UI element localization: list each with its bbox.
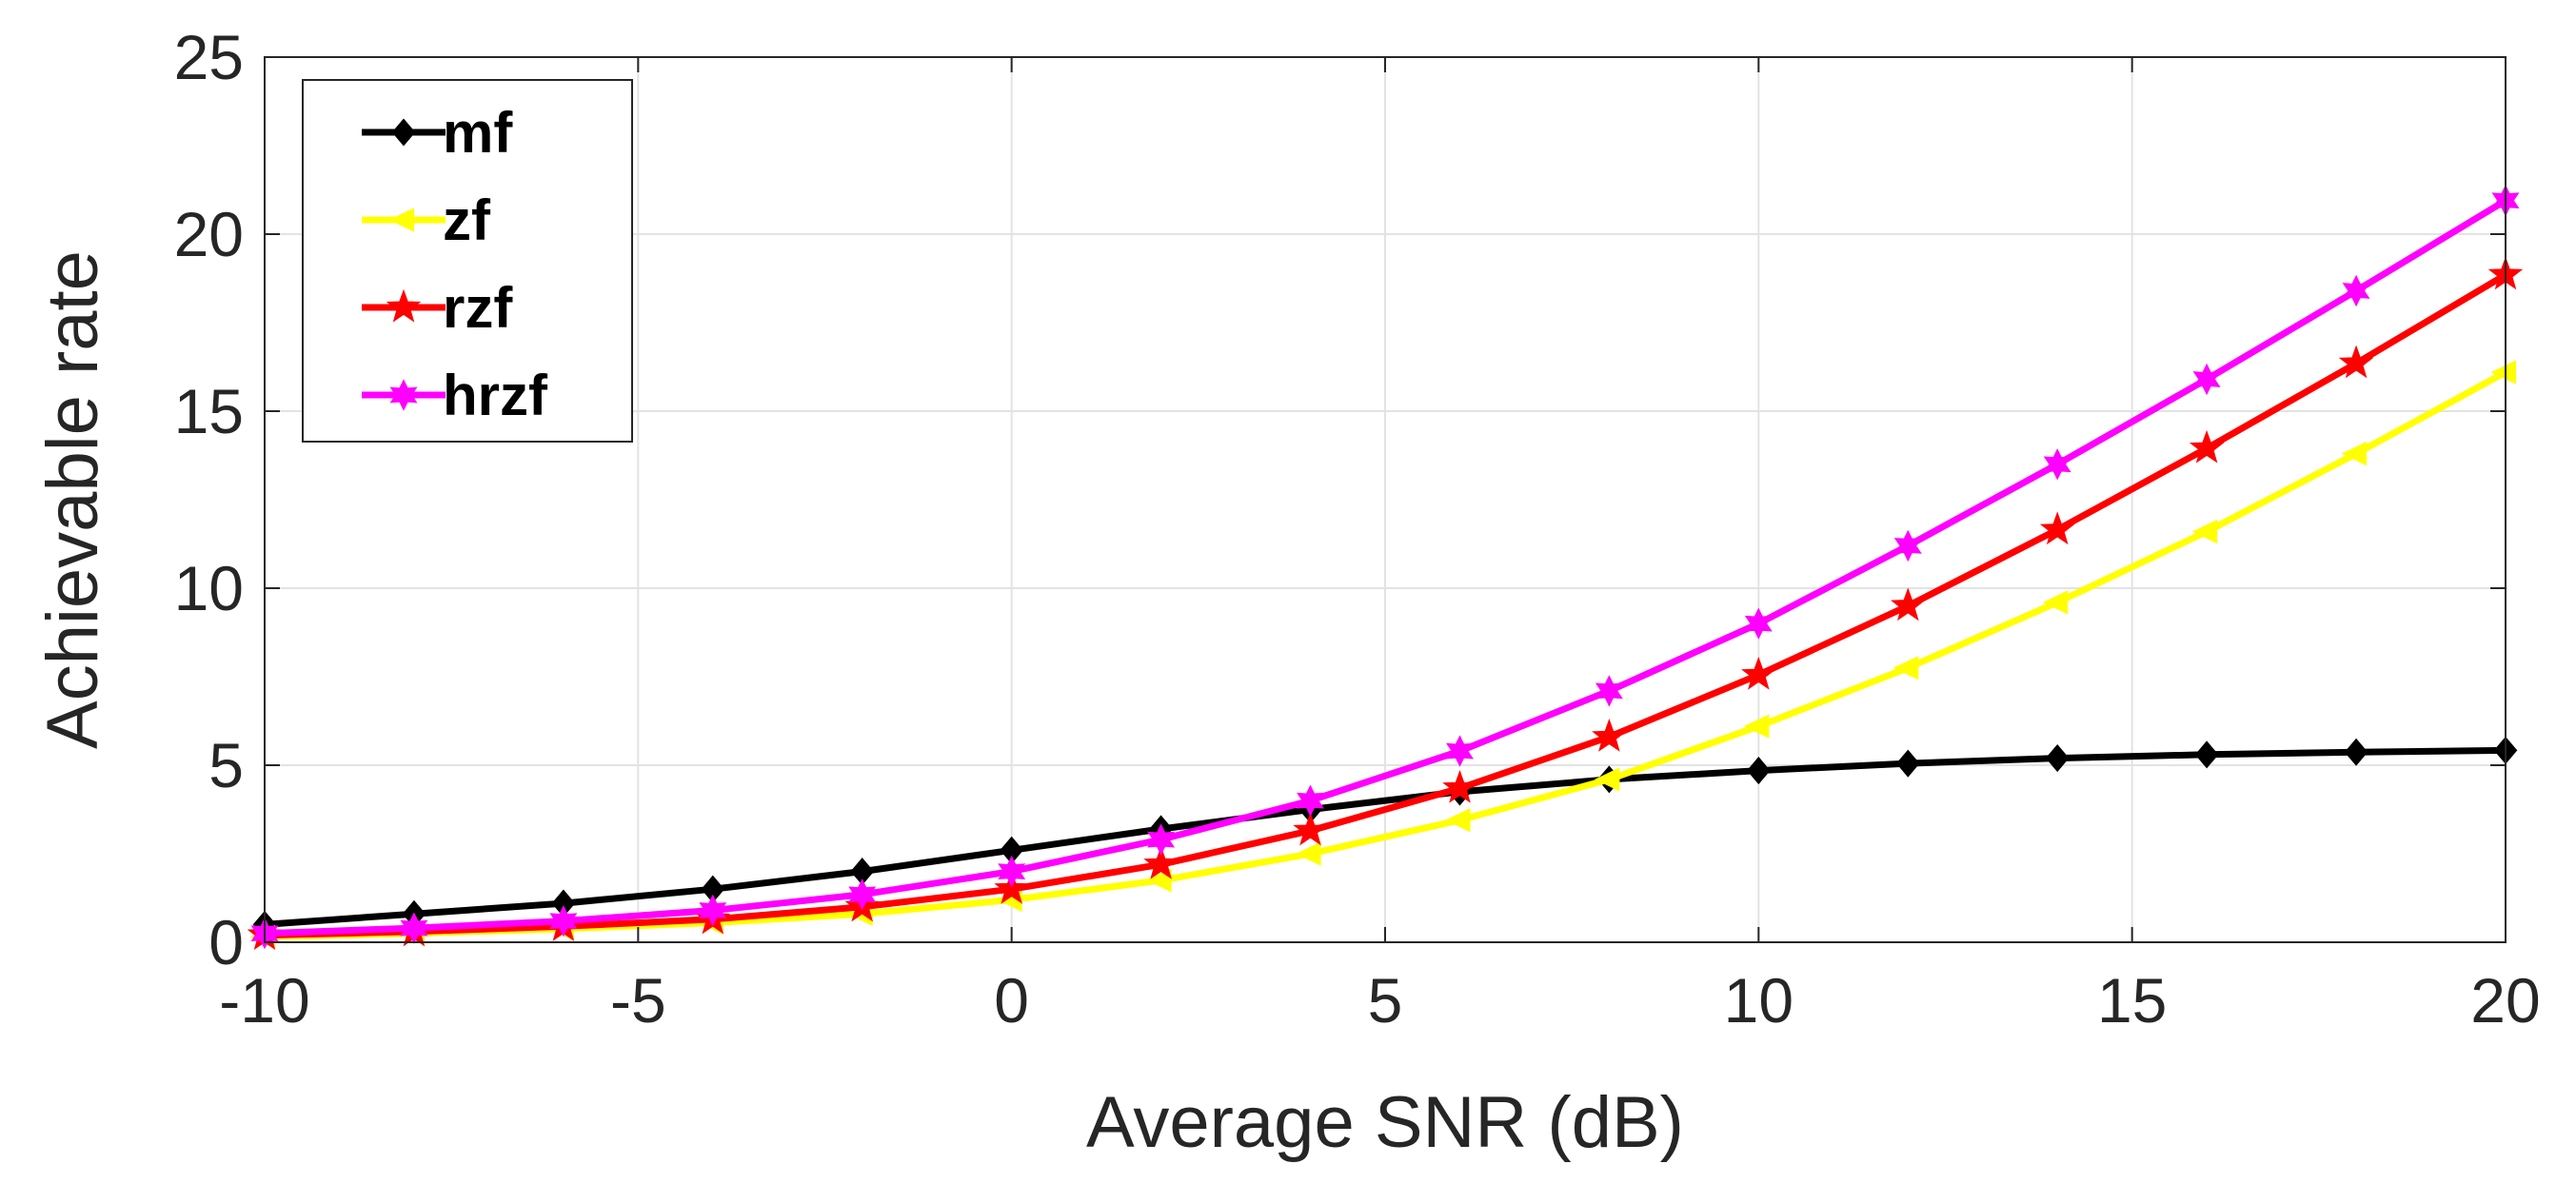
data-point-hrzf xyxy=(2342,274,2370,307)
data-point-hrzf xyxy=(1297,784,1324,817)
data-point-hrzf xyxy=(1893,529,1922,562)
y-tick-label: 10 xyxy=(174,553,244,623)
data-point-rzf xyxy=(1442,770,1477,803)
y-tick-label: 15 xyxy=(174,376,244,446)
data-point-hrzf xyxy=(2043,448,2071,481)
data-point-zf xyxy=(2341,442,2368,466)
series-hrzf xyxy=(250,185,2520,950)
data-point-mf xyxy=(2344,738,2368,766)
data-point-zf xyxy=(1445,808,1471,833)
data-point-hrzf xyxy=(549,905,578,937)
x-tick-label: 15 xyxy=(2097,965,2167,1036)
data-point-rzf xyxy=(1592,718,1627,752)
data-point-hrzf xyxy=(699,894,727,927)
plot-series xyxy=(247,185,2524,951)
data-point-rzf xyxy=(994,871,1029,904)
y-tick-label: 20 xyxy=(174,199,244,269)
legend-item-mf: mf xyxy=(362,101,513,165)
data-point-rzf xyxy=(2189,429,2225,464)
data-point-hrzf xyxy=(1147,823,1176,856)
data-point-zf xyxy=(1146,868,1172,893)
legend-box xyxy=(302,79,633,443)
data-point-hrzf xyxy=(1446,735,1474,767)
data-point-rzf xyxy=(2338,345,2374,379)
data-point-zf xyxy=(1892,656,1919,681)
x-tick-label: -10 xyxy=(219,965,309,1036)
series-line-mf xyxy=(261,746,2509,928)
x-tick-label: -5 xyxy=(610,965,666,1036)
axis-ticks: -10 -5 0 5 10 15 20 0 5 10 15 20 25 xyxy=(174,22,2541,1036)
legend-item-zf: zf xyxy=(362,188,491,252)
x-axis-label: Average SNR (dB) xyxy=(1086,1082,1684,1163)
data-point-zf xyxy=(1744,714,1770,739)
series-zf xyxy=(249,360,2516,950)
series-line-rzf xyxy=(261,271,2509,939)
data-point-hrzf xyxy=(998,855,1026,888)
series-line-hrzf xyxy=(261,197,2509,937)
data-point-rzf xyxy=(1143,846,1179,879)
data-point-zf xyxy=(1595,767,1620,792)
data-point-mf xyxy=(2194,740,2219,769)
legend-label: hrzf xyxy=(443,364,548,427)
data-point-hrzf xyxy=(848,878,877,911)
data-point-zf xyxy=(2191,519,2218,544)
legend-item-hrzf: hrzf xyxy=(362,364,548,427)
data-point-mf xyxy=(1895,749,1920,778)
data-point-rzf xyxy=(1293,812,1328,846)
legend-swatch-marker xyxy=(391,118,416,147)
legend-swatch-marker xyxy=(386,288,422,323)
legend-swatch-marker xyxy=(389,379,418,411)
data-point-zf xyxy=(2042,590,2069,615)
data-point-zf xyxy=(2490,360,2516,385)
legend-swatch-marker xyxy=(388,207,414,232)
y-tick-label: 5 xyxy=(208,730,244,800)
x-tick-label: 20 xyxy=(2470,965,2540,1036)
data-point-zf xyxy=(1296,841,1321,866)
x-tick-label: 5 xyxy=(1368,965,1403,1036)
legend-label: zf xyxy=(443,188,491,252)
data-point-mf xyxy=(2045,744,2070,773)
data-point-mf xyxy=(1747,757,1771,785)
data-point-hrzf xyxy=(1595,675,1623,707)
data-point-rzf xyxy=(2039,511,2075,545)
legend: mf zf rzf hrzf xyxy=(302,79,633,443)
x-tick-label: 10 xyxy=(1724,965,1793,1036)
data-point-hrzf xyxy=(2192,363,2221,396)
legend-label: rzf xyxy=(443,276,513,340)
y-tick-label: 0 xyxy=(208,907,244,977)
data-point-hrzf xyxy=(1744,607,1773,640)
data-point-rzf xyxy=(1891,587,1926,622)
data-point-rzf xyxy=(1741,656,1776,690)
y-axis-label: Achievable rate xyxy=(32,250,113,749)
legend-label: mf xyxy=(443,101,513,165)
legend-item-rzf: rzf xyxy=(362,276,513,340)
x-tick-label: 0 xyxy=(994,965,1029,1036)
y-tick-label: 25 xyxy=(174,22,244,92)
